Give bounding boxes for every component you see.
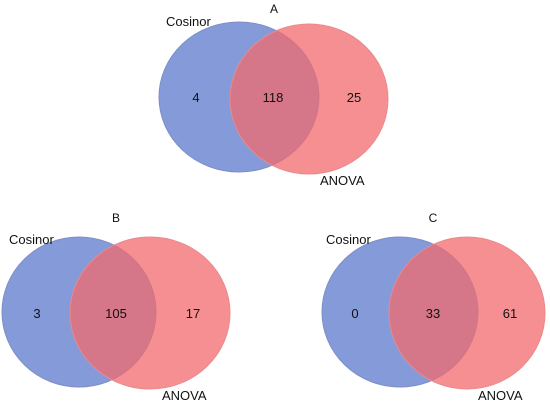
- panel-b-cosinor-label: Cosinor: [9, 232, 54, 247]
- panel-b-cosinor-only-count: 3: [33, 306, 40, 321]
- panel-c-anova-only-count: 61: [503, 306, 517, 321]
- panel-c-letter: C: [429, 211, 438, 225]
- panel-a-cosinor-only-count: 4: [192, 90, 199, 105]
- panel-b-anova-circle: [69, 236, 231, 390]
- panel-a-anova-only-count: 25: [347, 90, 361, 105]
- panel-a-cosinor-label: Cosinor: [166, 14, 211, 29]
- panel-a-shared-count: 118: [263, 90, 284, 105]
- venn-panel-b: B Cosinor ANOVA 3 105 17: [1, 211, 231, 403]
- panel-b-shared-count: 105: [105, 306, 127, 321]
- panel-a-anova-label: ANOVA: [320, 173, 365, 188]
- panel-a-anova-circle: [229, 23, 389, 175]
- panel-c-cosinor-only-count: 0: [351, 306, 358, 321]
- panel-b-letter: B: [112, 211, 120, 225]
- panel-b-anova-label: ANOVA: [162, 388, 207, 403]
- venn-panel-a: A Cosinor ANOVA 4 118 25: [158, 2, 389, 188]
- panel-c-cosinor-label: Cosinor: [326, 232, 371, 247]
- panel-b-anova-only-count: 17: [186, 306, 200, 321]
- panel-c-shared-count: 33: [426, 306, 440, 321]
- panel-c-anova-label: ANOVA: [478, 388, 523, 403]
- panel-a-letter: A: [270, 2, 278, 16]
- venn-panel-c: C Cosinor ANOVA 0 33 61: [321, 211, 546, 403]
- panel-c-anova-circle: [388, 236, 546, 390]
